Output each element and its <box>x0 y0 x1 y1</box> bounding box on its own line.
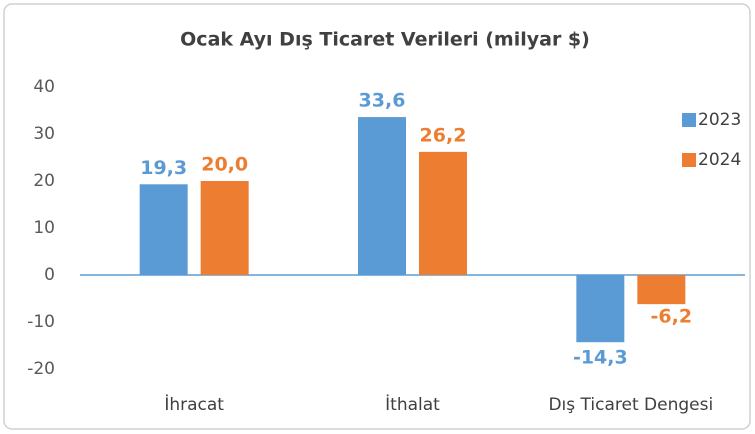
y-tick-label: -20 <box>27 359 55 379</box>
bar <box>637 275 686 305</box>
x-tick-label: İhracat <box>164 394 224 415</box>
y-tick-label: 0 <box>44 265 55 285</box>
y-tick-label: 30 <box>33 124 55 144</box>
y-tick-label: -10 <box>27 312 55 332</box>
y-tick-label: 10 <box>33 218 55 238</box>
value-label: 26,2 <box>420 124 467 146</box>
legend-swatch <box>682 153 696 167</box>
bar <box>419 151 467 275</box>
x-tick-label: İthalat <box>385 394 440 415</box>
value-label: 19,3 <box>140 157 187 179</box>
bar <box>200 181 249 275</box>
x-tick-label: Dış Ticaret Dengesi <box>548 395 713 415</box>
chart-title: Ocak Ayı Dış Ticaret Verileri (milyar $) <box>180 29 590 51</box>
bar <box>139 184 188 275</box>
legend-swatch <box>682 113 696 127</box>
value-label: 33,6 <box>359 90 406 112</box>
legend-label: 2024 <box>698 150 741 170</box>
y-tick-label: 20 <box>33 171 55 191</box>
legend-label: 2023 <box>698 110 741 130</box>
y-tick-label: 40 <box>33 77 55 97</box>
value-label: 20,0 <box>201 154 248 176</box>
value-label: -14,3 <box>573 347 628 369</box>
bar <box>358 117 406 275</box>
bar <box>576 275 625 343</box>
value-label: -6,2 <box>651 306 693 328</box>
